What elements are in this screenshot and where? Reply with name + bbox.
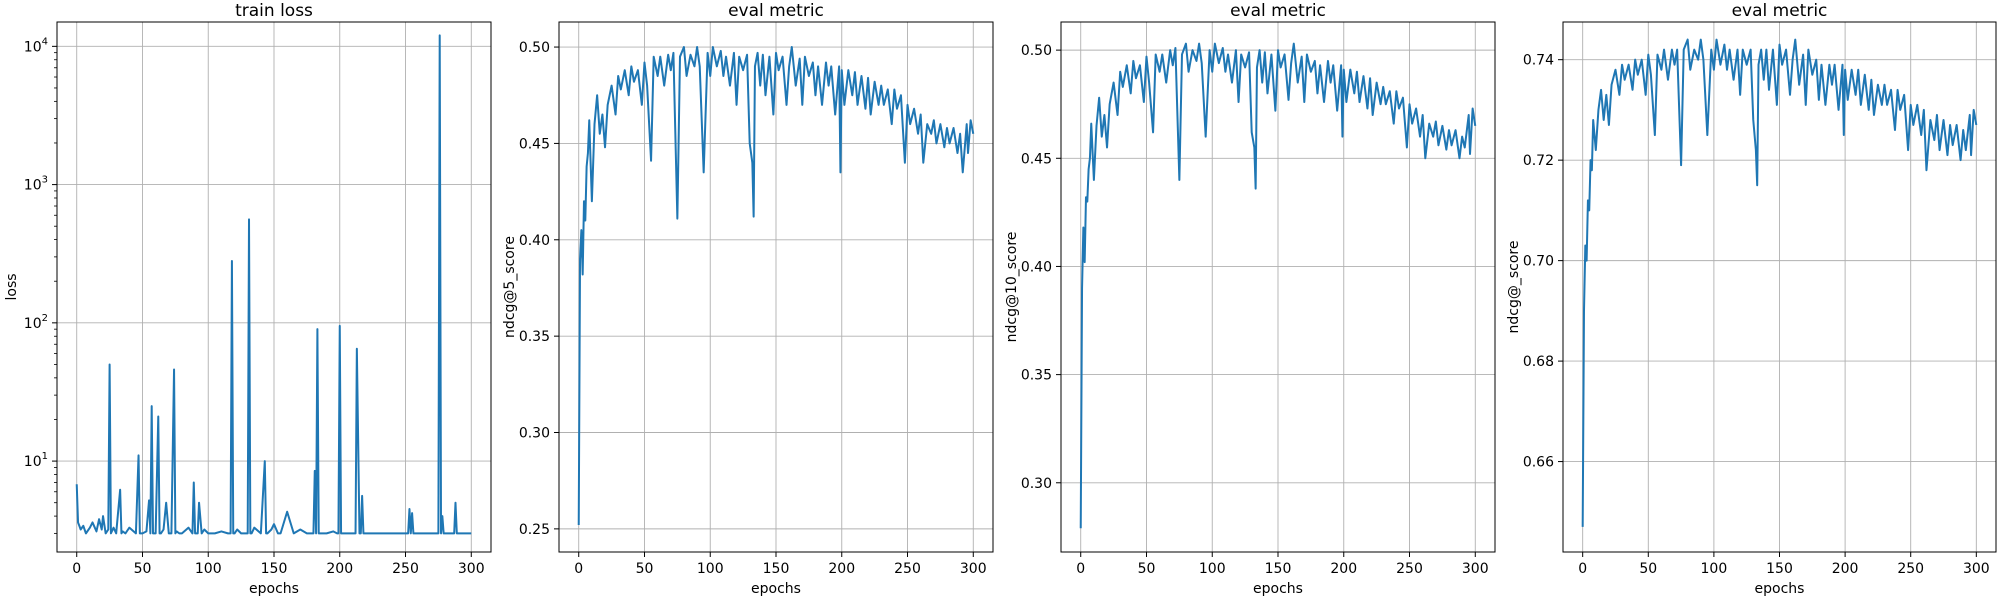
- x-tick-label: 300: [960, 561, 987, 577]
- y-tick-label: 103: [24, 175, 48, 194]
- x-tick-label: 200: [1330, 561, 1357, 577]
- series-line-1: [1079, 42, 1477, 529]
- x-tick-label: 300: [1963, 561, 1990, 577]
- y-axis-label: ndcg@_score: [1506, 241, 1522, 334]
- x-tick-label: 150: [1766, 561, 1793, 577]
- x-tick-label: 100: [697, 561, 724, 577]
- y-tick-label: 0.66: [1523, 455, 1554, 471]
- y-tick-label: 0.45: [519, 136, 550, 152]
- y-axis-label: ndcg@5_score: [502, 236, 518, 338]
- x-tick-label: 100: [1199, 561, 1226, 577]
- x-tick-label: 100: [1701, 561, 1728, 577]
- x-axis-label: epochs: [1755, 581, 1805, 597]
- y-axis-label: loss: [4, 273, 20, 300]
- x-tick-label: 0: [72, 561, 81, 577]
- subplot-4: 0 50 100 150 200 250 300 0.66 0.68 0.70 0.72 0.74 ev…: [1506, 1, 1997, 597]
- x-axis-label: epochs: [249, 581, 299, 597]
- x-tick-label: 0: [1578, 561, 1587, 577]
- x-tick-label: 0: [1076, 561, 1085, 577]
- y-tick-label: 0.68: [1523, 354, 1554, 370]
- x-tick-label: 0: [574, 561, 583, 577]
- x-tick-label: 250: [1396, 561, 1423, 577]
- y-tick-base: 10: [24, 39, 42, 55]
- chart-title: train loss: [235, 1, 313, 21]
- y-tick-label: 0.70: [1523, 254, 1554, 270]
- x-tick-label: 300: [458, 561, 485, 577]
- y-tick-label: 102: [24, 313, 48, 332]
- y-tick-label: 0.35: [1021, 368, 1052, 384]
- x-tick-label: 250: [392, 561, 419, 577]
- subplot-2: 0 50 100 150 200 250 300 0.25 0.30 0.35 0.40 0.45 0.…: [502, 1, 994, 597]
- x-tick-label: 250: [894, 561, 921, 577]
- y-tick-label: 0.50: [1021, 43, 1052, 59]
- y-tick-label: 0.40: [1021, 259, 1052, 275]
- x-tick-label: 200: [1832, 561, 1859, 577]
- x-tick-label: 50: [636, 561, 654, 577]
- x-axis-label: epochs: [1253, 581, 1303, 597]
- chart-title: eval metric: [1732, 1, 1828, 21]
- y-tick-label: 0.72: [1523, 153, 1554, 169]
- y-tick-exponent: 3: [42, 175, 48, 186]
- series-line-1: [1581, 38, 1978, 527]
- x-tick-label: 50: [1639, 561, 1657, 577]
- x-tick-label: 150: [261, 561, 288, 577]
- y-axis-label: ndcg@10_score: [1004, 232, 1020, 343]
- y-tick-label: 0.40: [519, 233, 550, 249]
- series-line-1: [75, 34, 472, 535]
- y-tick-label: 0.45: [1021, 151, 1052, 167]
- y-tick-exponent: 1: [42, 451, 48, 462]
- chart-title: eval metric: [1230, 1, 1326, 21]
- x-tick-label: 150: [763, 561, 790, 577]
- y-tick-base: 10: [24, 454, 42, 470]
- y-tick-label: 104: [24, 36, 48, 55]
- x-tick-label: 200: [828, 561, 855, 577]
- x-axis-label: epochs: [751, 581, 801, 597]
- y-tick-label: 0.25: [519, 522, 550, 538]
- y-tick-label: 0.74: [1523, 53, 1554, 69]
- y-tick-exponent: 4: [42, 36, 48, 47]
- y-tick-label: 0.50: [519, 40, 550, 56]
- series-line-1: [577, 46, 975, 526]
- x-tick-label: 100: [195, 561, 222, 577]
- x-tick-label: 250: [1897, 561, 1924, 577]
- y-tick-label: 0.30: [519, 426, 550, 442]
- x-tick-label: 300: [1462, 561, 1489, 577]
- y-tick-label: 0.35: [519, 329, 550, 345]
- y-tick-label: 101: [24, 451, 48, 470]
- y-tick-label: 0.30: [1021, 476, 1052, 492]
- y-tick-base: 10: [24, 316, 42, 332]
- y-tick-exponent: 2: [42, 313, 48, 324]
- x-tick-label: 50: [1138, 561, 1156, 577]
- x-tick-label: 50: [134, 561, 152, 577]
- subplot-3: 0 50 100 150 200 250 300 0.30 0.35 0.40 0.45 0.50 ev…: [1004, 1, 1496, 597]
- x-tick-label: 200: [326, 561, 353, 577]
- x-tick-label: 150: [1265, 561, 1292, 577]
- chart-title: eval metric: [728, 1, 824, 21]
- y-tick-base: 10: [24, 178, 42, 194]
